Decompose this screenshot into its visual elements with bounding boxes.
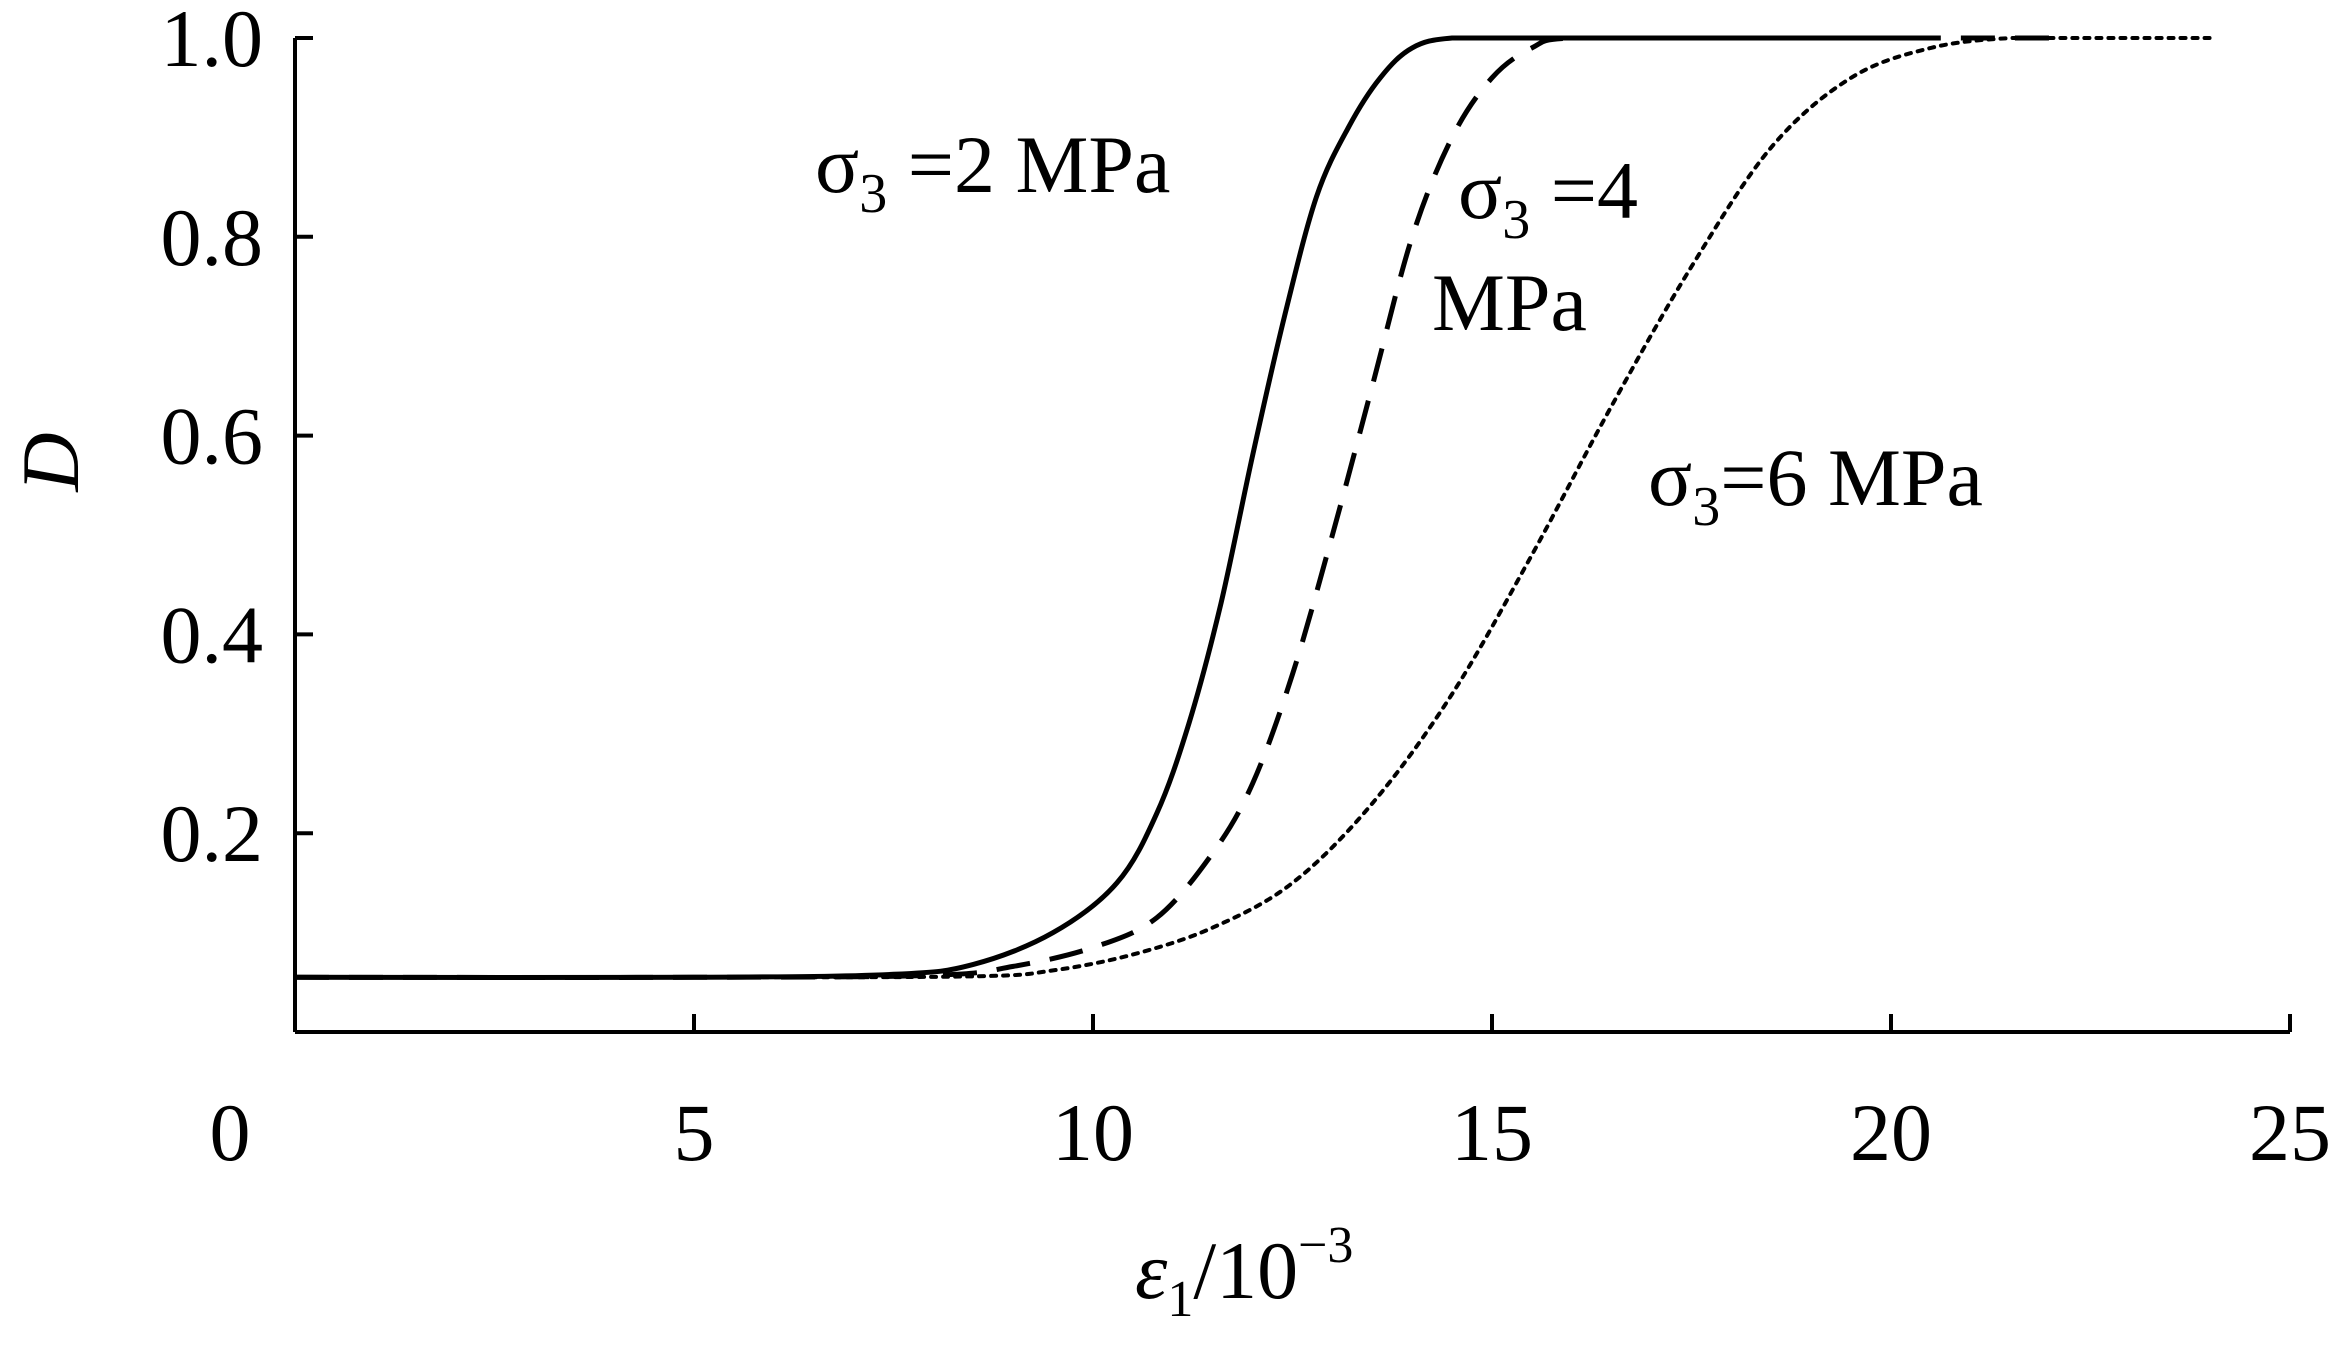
x-tick-label: 0 <box>210 1087 251 1178</box>
annotation-sigma3-2mpa: σ3 =2 MPa <box>815 119 1170 225</box>
y-tick-label: 1.0 <box>161 0 264 84</box>
axes <box>293 36 2292 1034</box>
x-tick-label: 20 <box>1850 1087 1932 1178</box>
x-axis-title: ε1/10−3 <box>1135 1217 1353 1328</box>
y-tick-label: 0.6 <box>161 391 264 482</box>
x-tick-label: 25 <box>2249 1087 2331 1178</box>
series-line-dotted <box>293 35 2213 980</box>
labels: 0 5 10 15 20 25 0.2 0.4 0.6 0.8 1.0 σ3 =2 MPa σ3 =4M… <box>5 0 2331 1328</box>
series-lines <box>293 35 2213 981</box>
x-tick-label: 5 <box>674 1087 715 1178</box>
y-tick-label: 0.4 <box>161 589 264 680</box>
y-tick-label: 0.8 <box>161 192 264 283</box>
annotation-sigma3-4: σ3 =4 <box>1458 145 1638 251</box>
x-tick-label: 10 <box>1052 1087 1134 1178</box>
x-tick-label: 15 <box>1451 1087 1533 1178</box>
y-tick-label: 0.2 <box>161 788 264 879</box>
series-line-dashed <box>294 35 2051 980</box>
annotation-mpa: MPa <box>1432 257 1587 348</box>
annotation-sigma3-6mpa: σ3=6 MPa <box>1648 432 1983 538</box>
y-axis-title: D <box>5 432 96 492</box>
